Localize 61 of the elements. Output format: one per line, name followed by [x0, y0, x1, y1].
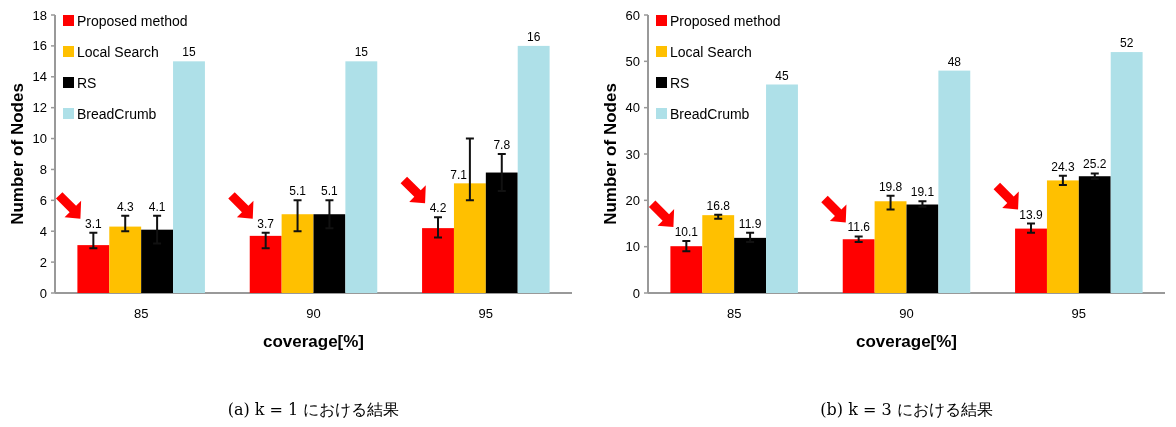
y-tick-label: 30: [625, 146, 640, 162]
data-label: 48: [947, 54, 962, 69]
text: (a) k = 1 における結果: [227, 400, 400, 419]
y-tick-label: 18: [32, 7, 47, 23]
data-label: 4.1: [148, 199, 166, 214]
y-axis-title: Number of Nodes: [8, 83, 27, 225]
y-tick-label: 2: [39, 254, 47, 270]
y-tick-label: 50: [625, 53, 640, 69]
data-label: 4.2: [429, 201, 447, 216]
data-label: 7.1: [450, 168, 468, 183]
y-tick-label: 16: [32, 38, 47, 54]
legend-label: Local Search: [77, 43, 159, 60]
data-label: 5.1: [289, 184, 307, 199]
data-label: 11.9: [738, 216, 762, 231]
data-label: 15: [354, 45, 369, 60]
legend-label: Proposed method: [670, 12, 781, 29]
legend-label: Local Search: [670, 43, 752, 60]
data-label: 7.8: [493, 138, 511, 152]
x-tick-label: 95: [1071, 306, 1087, 321]
text: (b) k = 3 における結果: [820, 400, 993, 419]
x-tick-label: 90: [306, 306, 321, 321]
data-label: 16: [526, 29, 541, 44]
x-axis-title: coverage[%]: [855, 332, 958, 351]
data-label: 19.1: [910, 185, 935, 200]
y-tick-label: 20: [625, 192, 640, 208]
legend-label: BreadCrumb: [670, 105, 750, 122]
data-label: 16.8: [706, 198, 731, 213]
x-tick-label: 85: [726, 306, 742, 321]
data-label: 4.3: [116, 199, 134, 214]
legend-label: BreadCrumb: [77, 105, 157, 122]
y-tick-label: 14: [32, 69, 47, 85]
data-label: 45: [775, 68, 789, 83]
data-label: 13.9: [1019, 207, 1044, 222]
data-label: 5.1: [321, 184, 339, 199]
data-label: 3.1: [85, 216, 103, 231]
y-tick-label: 0: [632, 285, 640, 301]
y-axis-title: Number of Nodes: [601, 83, 620, 225]
data-label: 52: [1119, 36, 1134, 51]
x-tick-label: 95: [478, 306, 494, 321]
legend-label: RS: [77, 74, 97, 91]
legend-label: Proposed method: [77, 12, 188, 29]
y-tick-label: 8: [39, 161, 47, 177]
data-label: 19.8: [878, 179, 903, 194]
legend-label: RS: [670, 74, 690, 91]
y-tick-label: 4: [39, 223, 47, 239]
y-tick-label: 10: [625, 239, 640, 255]
y-tick-label: 40: [625, 100, 640, 116]
data-label: 25.2: [1083, 157, 1107, 172]
y-tick-label: 0: [39, 285, 47, 301]
data-label: 15: [182, 45, 196, 60]
y-tick-label: 10: [32, 131, 47, 147]
y-tick-label: 60: [625, 7, 640, 23]
data-label: 24.3: [1051, 159, 1075, 174]
y-tick-label: 12: [32, 100, 47, 116]
data-label: 11.6: [847, 220, 871, 235]
x-axis-title: coverage[%]: [262, 332, 365, 351]
x-tick-label: 85: [133, 306, 149, 321]
data-label: 10.1: [674, 225, 699, 240]
y-tick-label: 6: [39, 192, 47, 208]
data-label: 3.7: [257, 216, 275, 231]
x-tick-label: 90: [899, 306, 914, 321]
